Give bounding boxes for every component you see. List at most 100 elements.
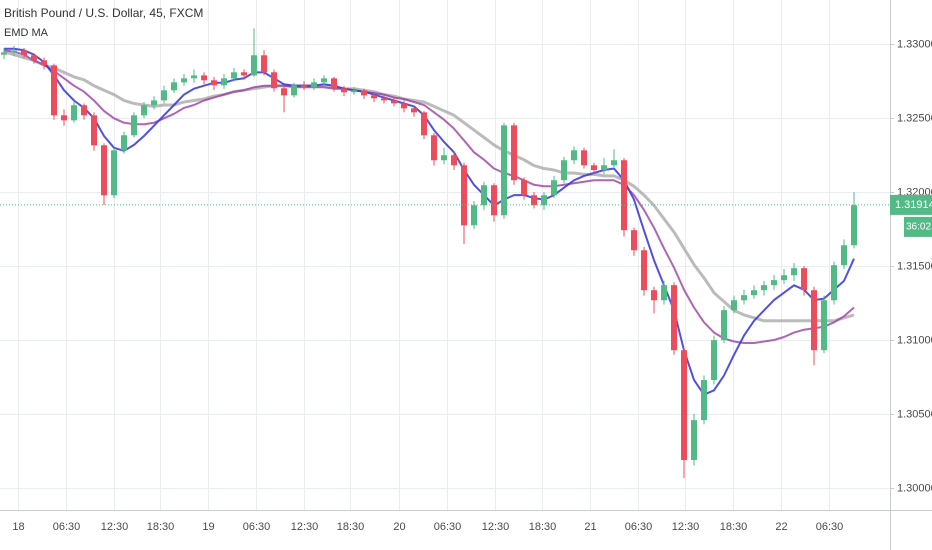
x-tick-label: 22 [775, 521, 787, 533]
candle-body [291, 85, 297, 96]
candle-body [31, 55, 37, 61]
candle-body [491, 185, 497, 216]
y-tick-label: 1.31500 [897, 260, 932, 272]
candles [1, 28, 857, 479]
y-tick-label: 1.33000 [897, 38, 932, 50]
candle-body [321, 78, 327, 83]
candle-body [61, 115, 67, 121]
countdown-box [904, 216, 932, 237]
candle-body [151, 100, 157, 106]
candle-body [351, 90, 357, 93]
moving-average [4, 47, 855, 396]
candle-body [101, 145, 107, 196]
candle-body [41, 60, 47, 66]
candle-body [401, 103, 407, 109]
moving-average [3, 50, 855, 323]
grid [0, 0, 890, 510]
x-tick-label: 18:30 [720, 521, 748, 533]
x-tick-label: 19 [202, 521, 214, 533]
candle-body [541, 195, 547, 206]
candle-body [21, 50, 27, 56]
x-tick-label: 18:30 [147, 521, 175, 533]
candle-body [721, 310, 727, 341]
indicator-label: EMD MA [4, 27, 49, 39]
candle-body [611, 160, 617, 166]
candle-body [521, 180, 527, 196]
candle-body [561, 160, 567, 181]
candle-body [241, 72, 247, 76]
candle-body [711, 340, 717, 381]
candle-body [181, 78, 187, 83]
candle-body [11, 50, 17, 53]
countdown-label: 36:02 [906, 222, 931, 233]
candle-body [161, 90, 167, 101]
x-tick-label: 06:30 [243, 521, 271, 533]
candle-body [671, 285, 677, 351]
candle-body [271, 72, 277, 89]
candle-body [391, 100, 397, 104]
x-tick-label: 21 [584, 521, 596, 533]
x-tick-label: 18:30 [529, 521, 557, 533]
candle-body [81, 105, 87, 116]
candle-body [831, 265, 837, 301]
candle-body [131, 115, 137, 136]
candle-body [781, 275, 787, 281]
candle-body [501, 125, 507, 216]
candle-body [381, 98, 387, 101]
candle-body [281, 88, 287, 96]
candle-body [261, 55, 267, 73]
x-tick-label: 12:30 [672, 521, 700, 533]
x-tick-label: 12:30 [101, 521, 129, 533]
candle-body [751, 290, 757, 296]
x-tick-label: 06:30 [434, 521, 462, 533]
candle-body [771, 280, 777, 286]
candle-body [681, 350, 687, 461]
candle-body [71, 105, 77, 121]
last-price-label: 1.31914 [895, 199, 932, 211]
x-tick-label: 20 [393, 521, 405, 533]
candle-body [811, 290, 817, 351]
candle-body [251, 55, 257, 76]
x-tick-label: 18:30 [337, 521, 365, 533]
candle-body [801, 268, 807, 291]
candle-body [171, 82, 177, 91]
candle-body [601, 165, 607, 170]
candle-body [121, 135, 127, 151]
x-tick-label: 06:30 [625, 521, 653, 533]
candle-body [641, 250, 647, 291]
moving-averages [3, 47, 855, 396]
candle-body [731, 300, 737, 311]
candle-body [331, 78, 337, 89]
candle-body [431, 135, 437, 161]
y-tick-label: 1.30500 [897, 408, 932, 420]
y-tick-label: 1.30000 [897, 482, 932, 494]
candle-body [191, 75, 197, 79]
candle-body [371, 95, 377, 99]
candle-body [551, 180, 557, 196]
candle-body [361, 90, 367, 96]
candle-body [111, 150, 117, 196]
candle-body [411, 108, 417, 113]
x-tick-label: 18 [12, 521, 24, 533]
candle-body [591, 165, 597, 170]
candle-body [791, 268, 797, 276]
candle-body [481, 185, 487, 206]
candle-body [841, 245, 847, 266]
candle-body [651, 290, 657, 301]
candle-body [51, 65, 57, 116]
candle-body [511, 125, 517, 181]
y-tick-label: 1.31000 [897, 334, 932, 346]
candle-body [621, 160, 627, 231]
candle-body [311, 82, 317, 88]
candle-body [461, 165, 467, 226]
moving-average [3, 49, 855, 344]
chart-title: British Pound / U.S. Dollar, 45, FXCM [4, 6, 203, 20]
candle-body [231, 72, 237, 79]
x-tick-label: 06:30 [816, 521, 844, 533]
candle-body [531, 195, 537, 206]
axes: 1.330001.325001.320001.315001.310001.305… [0, 38, 932, 533]
candle-body [581, 150, 587, 166]
